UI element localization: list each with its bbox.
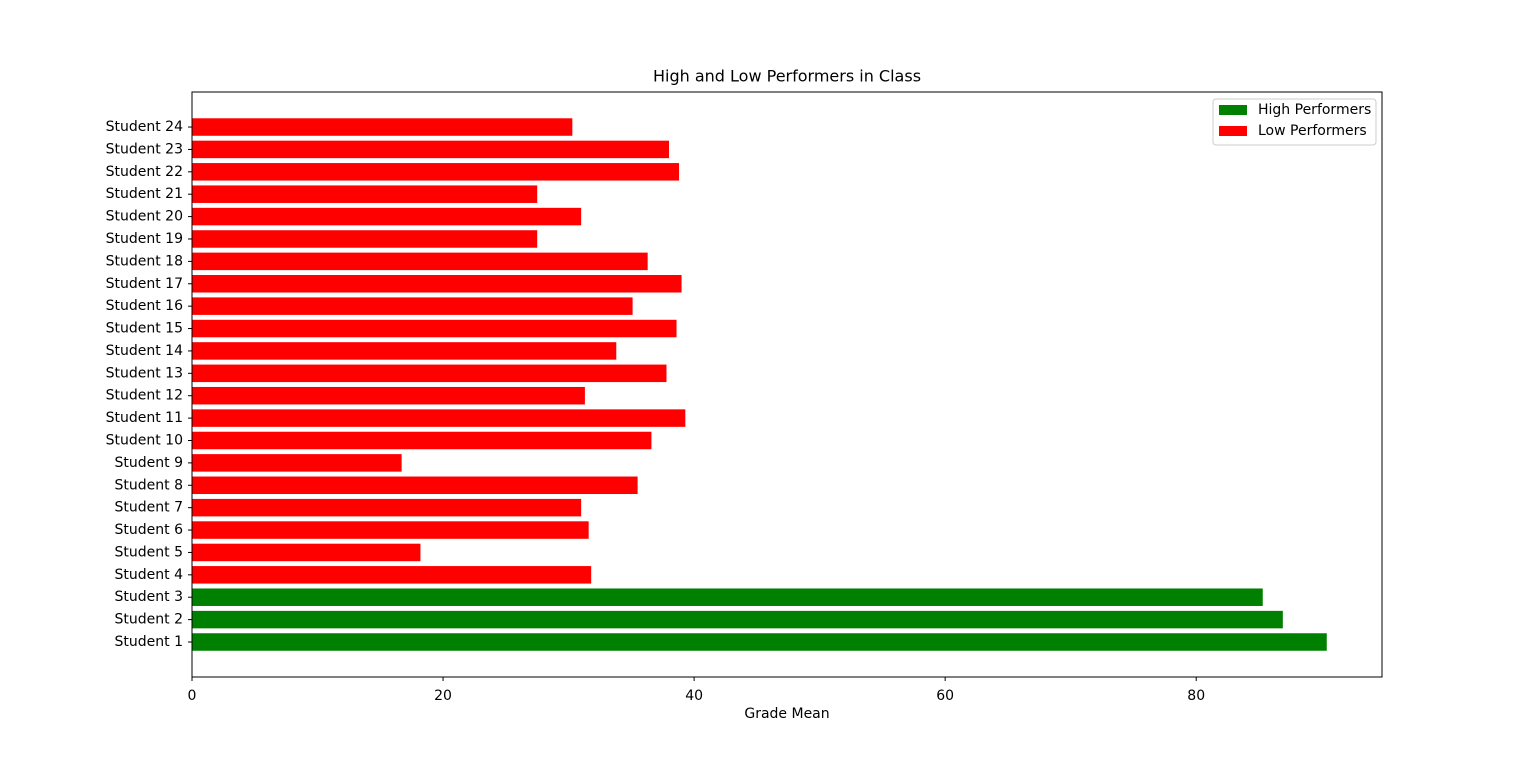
bar — [192, 185, 538, 203]
bar — [192, 230, 538, 248]
legend-label: Low Performers — [1258, 123, 1367, 139]
y-tick-label: Student 7 — [115, 500, 183, 516]
bar — [192, 588, 1263, 606]
y-tick-label: Student 12 — [106, 388, 183, 404]
bar — [192, 297, 633, 315]
y-tick-label: Student 5 — [115, 544, 183, 560]
chart-title: High and Low Performers in Class — [653, 67, 921, 86]
y-tick-label: Student 4 — [115, 567, 184, 583]
y-tick-label: Student 9 — [115, 455, 183, 471]
x-tick-label: 60 — [936, 688, 954, 704]
bar — [192, 252, 648, 271]
y-tick-label: Student 14 — [106, 343, 183, 359]
bar — [192, 454, 402, 472]
bar — [192, 140, 670, 159]
x-axis-label: Grade Mean — [744, 706, 829, 722]
bar — [192, 342, 617, 360]
bar — [192, 498, 582, 517]
bar — [192, 409, 686, 427]
bar — [192, 275, 682, 293]
y-tick-label: Student 22 — [106, 164, 183, 180]
bar — [192, 207, 582, 226]
y-tick-label: Student 10 — [106, 432, 183, 448]
y-tick-label: Student 18 — [106, 253, 183, 269]
bar — [192, 118, 573, 136]
bar — [192, 319, 677, 338]
y-tick-label: Student 13 — [106, 365, 183, 381]
y-tick-label: Student 16 — [106, 298, 183, 314]
x-tick-label: 0 — [188, 688, 197, 704]
y-tick-label: Student 24 — [106, 119, 183, 135]
y-tick-label: Student 19 — [106, 231, 183, 247]
x-tick-label: 40 — [685, 688, 703, 704]
bar — [192, 543, 421, 562]
bar — [192, 431, 652, 450]
plot-frame — [191, 91, 1383, 678]
y-tick-label: Student 11 — [106, 410, 183, 426]
y-tick-label: Student 3 — [115, 589, 183, 605]
y-tick-label: Student 20 — [106, 209, 183, 225]
y-tick-label: Student 21 — [106, 186, 183, 202]
bar — [192, 610, 1283, 629]
bar — [192, 566, 592, 584]
y-tick-label: Student 2 — [115, 612, 183, 628]
bar — [192, 163, 680, 181]
bar — [192, 386, 585, 405]
y-tick-label: Student 23 — [106, 141, 183, 157]
x-tick-label: 20 — [434, 688, 452, 704]
y-tick-label: Student 6 — [115, 522, 184, 538]
y-tick-label: Student 1 — [115, 634, 183, 650]
bar — [192, 364, 667, 383]
x-tick-label: 80 — [1187, 688, 1205, 704]
bar — [192, 476, 638, 495]
legend-swatch — [1219, 105, 1247, 115]
y-tick-label: Student 17 — [106, 276, 183, 292]
y-tick-label: Student 8 — [115, 477, 183, 493]
y-tick-label: Student 15 — [106, 321, 183, 337]
bar — [192, 521, 589, 539]
bar — [192, 633, 1327, 651]
legend-swatch — [1219, 126, 1247, 136]
legend-label: High Performers — [1258, 102, 1371, 118]
legend-box — [1212, 98, 1377, 146]
